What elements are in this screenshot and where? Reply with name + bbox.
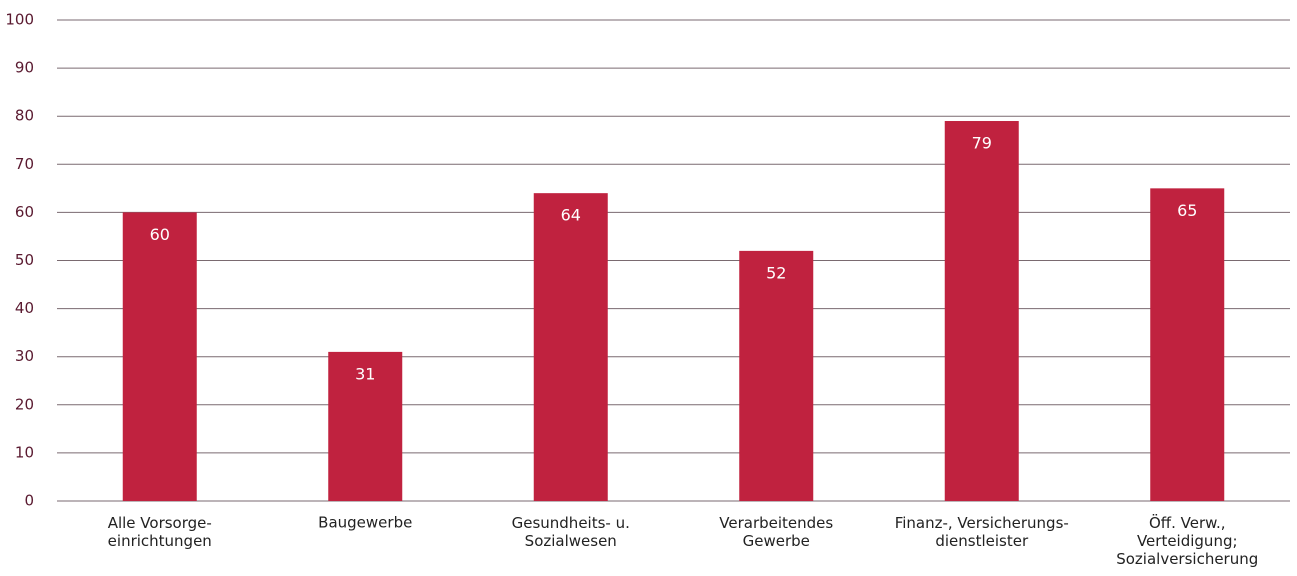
bar [739, 250, 814, 501]
y-tick-label: 90 [15, 59, 34, 77]
bar [533, 193, 608, 501]
y-tick-label: 20 [15, 395, 34, 413]
x-tick-label: Verarbeitendes Gewerbe [719, 514, 833, 550]
value-label: 64 [561, 206, 581, 225]
bar [944, 121, 1019, 501]
value-label: 65 [1177, 201, 1197, 220]
bar [122, 212, 197, 501]
y-tick-label: 40 [15, 299, 34, 317]
x-tick-label: Finanz-, Versicherungs-dienstleister [895, 514, 1069, 550]
y-tick-label: 30 [15, 347, 34, 365]
y-tick-label: 100 [5, 11, 34, 29]
value-label: 79 [972, 134, 992, 153]
bar [1150, 188, 1225, 501]
value-label: 52 [766, 263, 786, 282]
x-tick-label: Alle Vorsorge-einrichtungen [108, 514, 212, 550]
value-label: 60 [150, 225, 170, 244]
y-tick-label: 50 [15, 251, 34, 269]
y-tick-label: 10 [15, 443, 34, 461]
y-tick-label: 0 [24, 492, 34, 510]
x-tick-label: Gesundheits- u. Sozialwesen [512, 514, 630, 550]
x-tick-label: Baugewerbe [318, 514, 412, 532]
x-tick-label: Öff. Verw., Verteidigung; Sozialversicheru… [1116, 513, 1258, 568]
y-tick-label: 70 [15, 155, 34, 173]
value-label: 31 [355, 364, 375, 383]
bar [328, 351, 403, 501]
y-tick-label: 60 [15, 203, 34, 221]
y-tick-label: 80 [15, 107, 34, 125]
